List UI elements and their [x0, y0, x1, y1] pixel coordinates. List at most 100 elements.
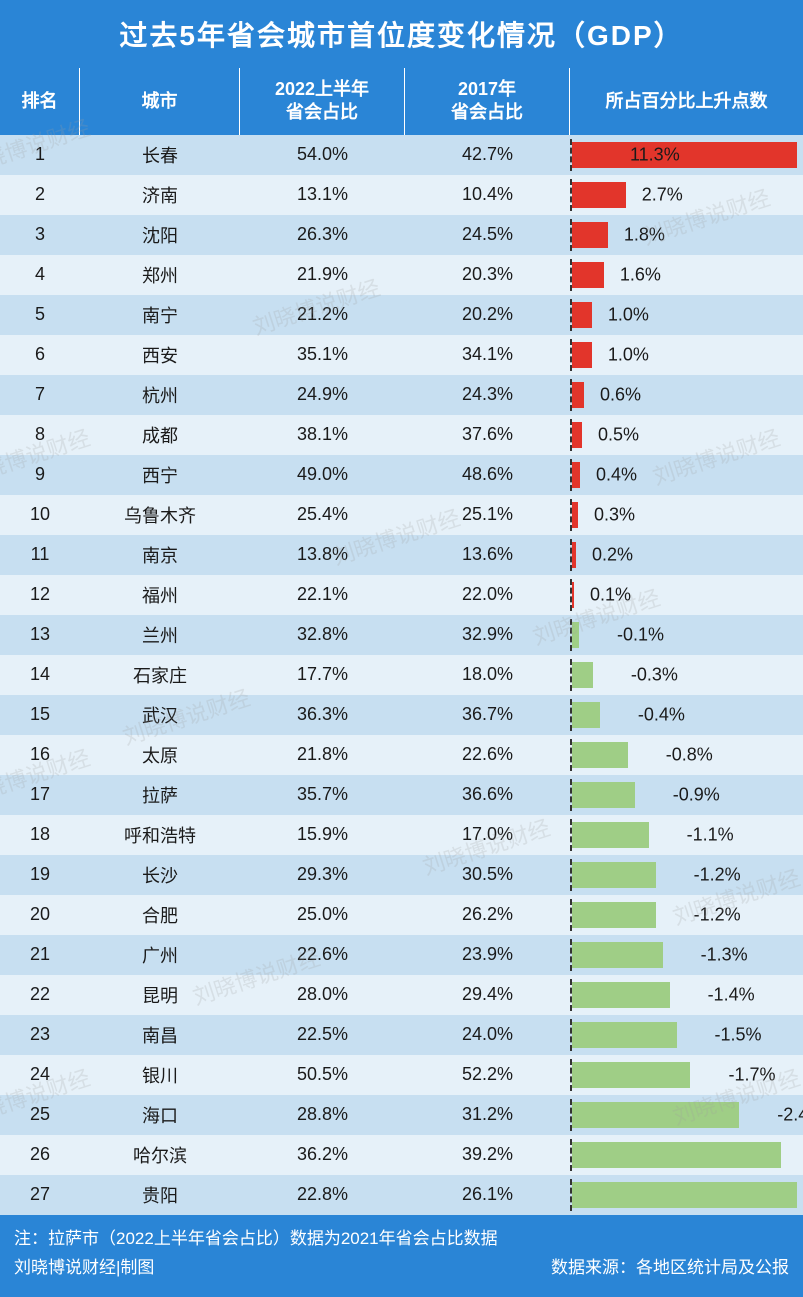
table-header: 排名 城市 2022上半年省会占比 2017年省会占比 所占百分比上升点数	[0, 68, 803, 135]
cell-city: 银川	[80, 1055, 240, 1095]
cell-2022: 13.8%	[240, 535, 405, 575]
bar	[572, 182, 626, 208]
cell-rank: 21	[0, 935, 80, 975]
cell-rank: 15	[0, 695, 80, 735]
cell-city: 长春	[80, 135, 240, 175]
cell-2017: 34.1%	[405, 335, 570, 375]
cell-2022: 25.0%	[240, 895, 405, 935]
cell-2022: 36.3%	[240, 695, 405, 735]
cell-city: 拉萨	[80, 775, 240, 815]
bar-label: -2.4%	[777, 1104, 803, 1125]
cell-2017: 31.2%	[405, 1095, 570, 1135]
col-2022: 2022上半年省会占比	[240, 68, 405, 135]
cell-2022: 49.0%	[240, 455, 405, 495]
table-row: 9西宁49.0%48.6%0.4%	[0, 455, 803, 495]
bar	[572, 142, 797, 168]
cell-rank: 11	[0, 535, 80, 575]
cell-change: -3.0%	[570, 1135, 803, 1175]
footer: 注：拉萨市（2022上半年省会占比）数据为2021年省会占比数据 刘晓博说财经|…	[0, 1215, 803, 1297]
bar-label: -0.8%	[666, 744, 713, 765]
bar-label: 0.2%	[592, 544, 633, 565]
bar-label: 11.3%	[630, 144, 680, 165]
cell-2022: 35.1%	[240, 335, 405, 375]
cell-2022: 17.7%	[240, 655, 405, 695]
table-row: 12福州22.1%22.0%0.1%	[0, 575, 803, 615]
cell-city: 哈尔滨	[80, 1135, 240, 1175]
table-row: 5南宁21.2%20.2%1.0%	[0, 295, 803, 335]
cell-rank: 19	[0, 855, 80, 895]
cell-city: 石家庄	[80, 655, 240, 695]
cell-city: 长沙	[80, 855, 240, 895]
bar	[572, 862, 656, 888]
cell-change: 1.8%	[570, 215, 803, 255]
bar	[572, 382, 584, 408]
cell-2022: 54.0%	[240, 135, 405, 175]
cell-rank: 5	[0, 295, 80, 335]
cell-2022: 22.6%	[240, 935, 405, 975]
table-row: 20合肥25.0%26.2%-1.2%	[0, 895, 803, 935]
table-row: 25海口28.8%31.2%-2.4%	[0, 1095, 803, 1135]
cell-rank: 6	[0, 335, 80, 375]
cell-2017: 26.1%	[405, 1175, 570, 1215]
cell-change: -2.4%	[570, 1095, 803, 1135]
cell-2017: 23.9%	[405, 935, 570, 975]
table-row: 21广州22.6%23.9%-1.3%	[0, 935, 803, 975]
bar	[572, 902, 656, 928]
table-row: 26哈尔滨36.2%39.2%-3.0%	[0, 1135, 803, 1175]
cell-city: 广州	[80, 935, 240, 975]
cell-change: -1.7%	[570, 1055, 803, 1095]
bar-label: -0.1%	[617, 624, 664, 645]
cell-rank: 7	[0, 375, 80, 415]
cell-2017: 36.7%	[405, 695, 570, 735]
cell-2017: 24.0%	[405, 1015, 570, 1055]
cell-2017: 32.9%	[405, 615, 570, 655]
cell-rank: 12	[0, 575, 80, 615]
bar-label: 1.6%	[620, 264, 661, 285]
cell-city: 南昌	[80, 1015, 240, 1055]
cell-city: 太原	[80, 735, 240, 775]
bar-label: -1.2%	[694, 864, 741, 885]
cell-change: -0.1%	[570, 615, 803, 655]
cell-2022: 32.8%	[240, 615, 405, 655]
table-row: 6西安35.1%34.1%1.0%	[0, 335, 803, 375]
table-row: 23南昌22.5%24.0%-1.5%	[0, 1015, 803, 1055]
table-row: 13兰州32.8%32.9%-0.1%	[0, 615, 803, 655]
bar-label: 1.0%	[608, 344, 649, 365]
table-row: 27贵阳22.8%26.1%-3.3%	[0, 1175, 803, 1215]
table-row: 24银川50.5%52.2%-1.7%	[0, 1055, 803, 1095]
table-row: 2济南13.1%10.4%2.7%	[0, 175, 803, 215]
cell-2022: 21.2%	[240, 295, 405, 335]
bar-label: 0.1%	[590, 584, 631, 605]
cell-2022: 50.5%	[240, 1055, 405, 1095]
cell-2017: 52.2%	[405, 1055, 570, 1095]
col-city: 城市	[80, 68, 240, 135]
bar-label: -1.4%	[708, 984, 755, 1005]
footer-note: 注：拉萨市（2022上半年省会占比）数据为2021年省会占比数据	[14, 1225, 789, 1254]
cell-rank: 3	[0, 215, 80, 255]
bar-label: -1.5%	[715, 1024, 762, 1045]
bar	[572, 422, 582, 448]
table-row: 15武汉36.3%36.7%-0.4%	[0, 695, 803, 735]
footer-author: 刘晓博说财经|制图	[14, 1254, 154, 1283]
cell-2022: 21.8%	[240, 735, 405, 775]
cell-2022: 26.3%	[240, 215, 405, 255]
table-row: 22昆明28.0%29.4%-1.4%	[0, 975, 803, 1015]
col-2017: 2017年省会占比	[405, 68, 570, 135]
cell-city: 沈阳	[80, 215, 240, 255]
cell-city: 成都	[80, 415, 240, 455]
cell-rank: 17	[0, 775, 80, 815]
cell-change: 0.1%	[570, 575, 803, 615]
bar-label: -0.9%	[673, 784, 720, 805]
table-row: 14石家庄17.7%18.0%-0.3%	[0, 655, 803, 695]
col-rank: 排名	[0, 68, 80, 135]
cell-2022: 22.1%	[240, 575, 405, 615]
cell-rank: 2	[0, 175, 80, 215]
cell-change: 0.2%	[570, 535, 803, 575]
cell-city: 济南	[80, 175, 240, 215]
cell-2022: 13.1%	[240, 175, 405, 215]
table-row: 16太原21.8%22.6%-0.8%	[0, 735, 803, 775]
cell-2017: 48.6%	[405, 455, 570, 495]
cell-2017: 30.5%	[405, 855, 570, 895]
bar-label: 0.6%	[600, 384, 641, 405]
cell-city: 呼和浩特	[80, 815, 240, 855]
